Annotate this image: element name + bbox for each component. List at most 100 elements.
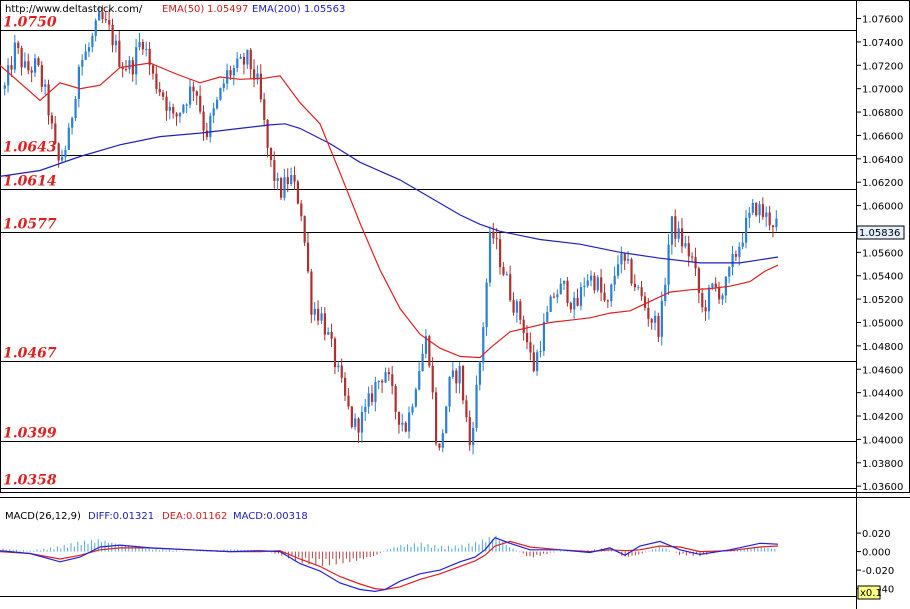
candle-body: [94, 20, 97, 36]
candle-body: [434, 392, 438, 444]
candle-body: [279, 178, 283, 198]
macd-diff: DIFF:0.01321: [88, 511, 154, 522]
candle-body: [748, 212, 751, 218]
y-tick-label: 1.07400: [862, 38, 903, 49]
candle-body: [650, 319, 653, 323]
candle-body: [677, 228, 680, 239]
candle-body: [704, 307, 707, 312]
candle-body: [145, 48, 148, 50]
candle-body: [10, 65, 13, 70]
candle-body: [495, 238, 498, 240]
candle-body: [566, 280, 569, 303]
candle-body: [20, 48, 23, 68]
candle-body: [603, 292, 606, 301]
candle-body: [579, 287, 583, 306]
candle-body: [337, 365, 340, 368]
macd-dea: DEA:0.01162: [162, 511, 227, 522]
candle-body: [546, 311, 549, 322]
candle-body: [738, 246, 741, 257]
y-tick-label: 1.03800: [862, 459, 903, 470]
level-label: 1.0577: [3, 217, 57, 233]
candle-body: [711, 283, 714, 288]
candle-body: [721, 295, 724, 300]
candle-body: [552, 296, 556, 298]
candle-body: [74, 98, 77, 118]
candle-body: [344, 377, 347, 396]
candle-body: [357, 418, 360, 433]
candle-body: [657, 315, 660, 337]
candle-body: [370, 393, 374, 402]
candle-body: [47, 84, 50, 116]
candle-body: [731, 254, 734, 268]
candle-body: [60, 156, 64, 161]
candle-body: [455, 370, 458, 384]
candle-body: [701, 292, 704, 308]
macd-tick-label: 0.000: [862, 548, 891, 559]
candle-body: [212, 108, 215, 116]
candle-body: [162, 92, 165, 97]
ema50-line: [0, 62, 779, 359]
candle-body: [512, 300, 515, 313]
candle-body: [202, 111, 205, 131]
y-tick-label: 1.05600: [862, 248, 903, 259]
candle-body: [404, 422, 407, 432]
candle-body: [253, 69, 256, 80]
candle-body: [300, 203, 303, 217]
candle-body: [542, 321, 546, 352]
candle-body: [559, 283, 562, 295]
zoom-box[interactable]: [857, 585, 881, 600]
candle-body: [141, 42, 145, 50]
candle-body: [637, 287, 640, 289]
candle-body: [128, 60, 131, 70]
candle-body: [232, 67, 236, 76]
candle-body: [283, 177, 286, 198]
candle-body: [428, 336, 431, 366]
candle-body: [3, 85, 6, 89]
candle-body: [589, 275, 593, 281]
candle-body: [111, 24, 114, 46]
candle-body: [451, 370, 455, 377]
candle-body: [313, 308, 316, 315]
candle-body: [586, 280, 589, 286]
candle-body: [40, 65, 43, 87]
candle-body: [84, 51, 87, 60]
candle-body: [472, 427, 475, 446]
candle-body: [509, 274, 512, 301]
zoom-label[interactable]: x0.1: [860, 588, 882, 599]
candle-body: [532, 352, 535, 372]
candle-body: [771, 225, 775, 228]
candle-body: [273, 160, 276, 181]
ema50-label: EMA(50): [162, 4, 204, 15]
candle-body: [27, 61, 30, 71]
candle-body: [91, 35, 94, 48]
y-tick-label: 1.06000: [862, 202, 903, 213]
current-price-tag: 1.05836: [859, 228, 900, 239]
y-tick-label: 1.06200: [862, 178, 903, 189]
candle-body: [101, 12, 104, 20]
candle-body: [499, 239, 502, 268]
candle-body: [411, 406, 414, 413]
candle-body: [488, 231, 492, 283]
dea-line: [0, 540, 779, 591]
candle-body: [718, 287, 721, 300]
candle-body: [354, 418, 357, 427]
candle-body: [519, 301, 522, 320]
candle-body: [441, 433, 444, 448]
candle-body: [687, 243, 690, 257]
candle-body: [515, 301, 519, 313]
candle-body: [226, 70, 229, 84]
candle-body: [458, 365, 461, 384]
candle-body: [367, 393, 370, 407]
candle-body: [259, 73, 262, 100]
candle-body: [751, 202, 754, 213]
candle-body: [485, 282, 488, 328]
candle-body: [643, 296, 647, 308]
candle-body: [44, 84, 47, 87]
candle-body: [525, 332, 529, 343]
source-url: http://www.deltastock.com/: [5, 4, 143, 15]
candle-body: [664, 284, 667, 302]
candle-body: [408, 412, 411, 432]
candle-body: [431, 365, 434, 393]
candle-body: [461, 365, 465, 401]
